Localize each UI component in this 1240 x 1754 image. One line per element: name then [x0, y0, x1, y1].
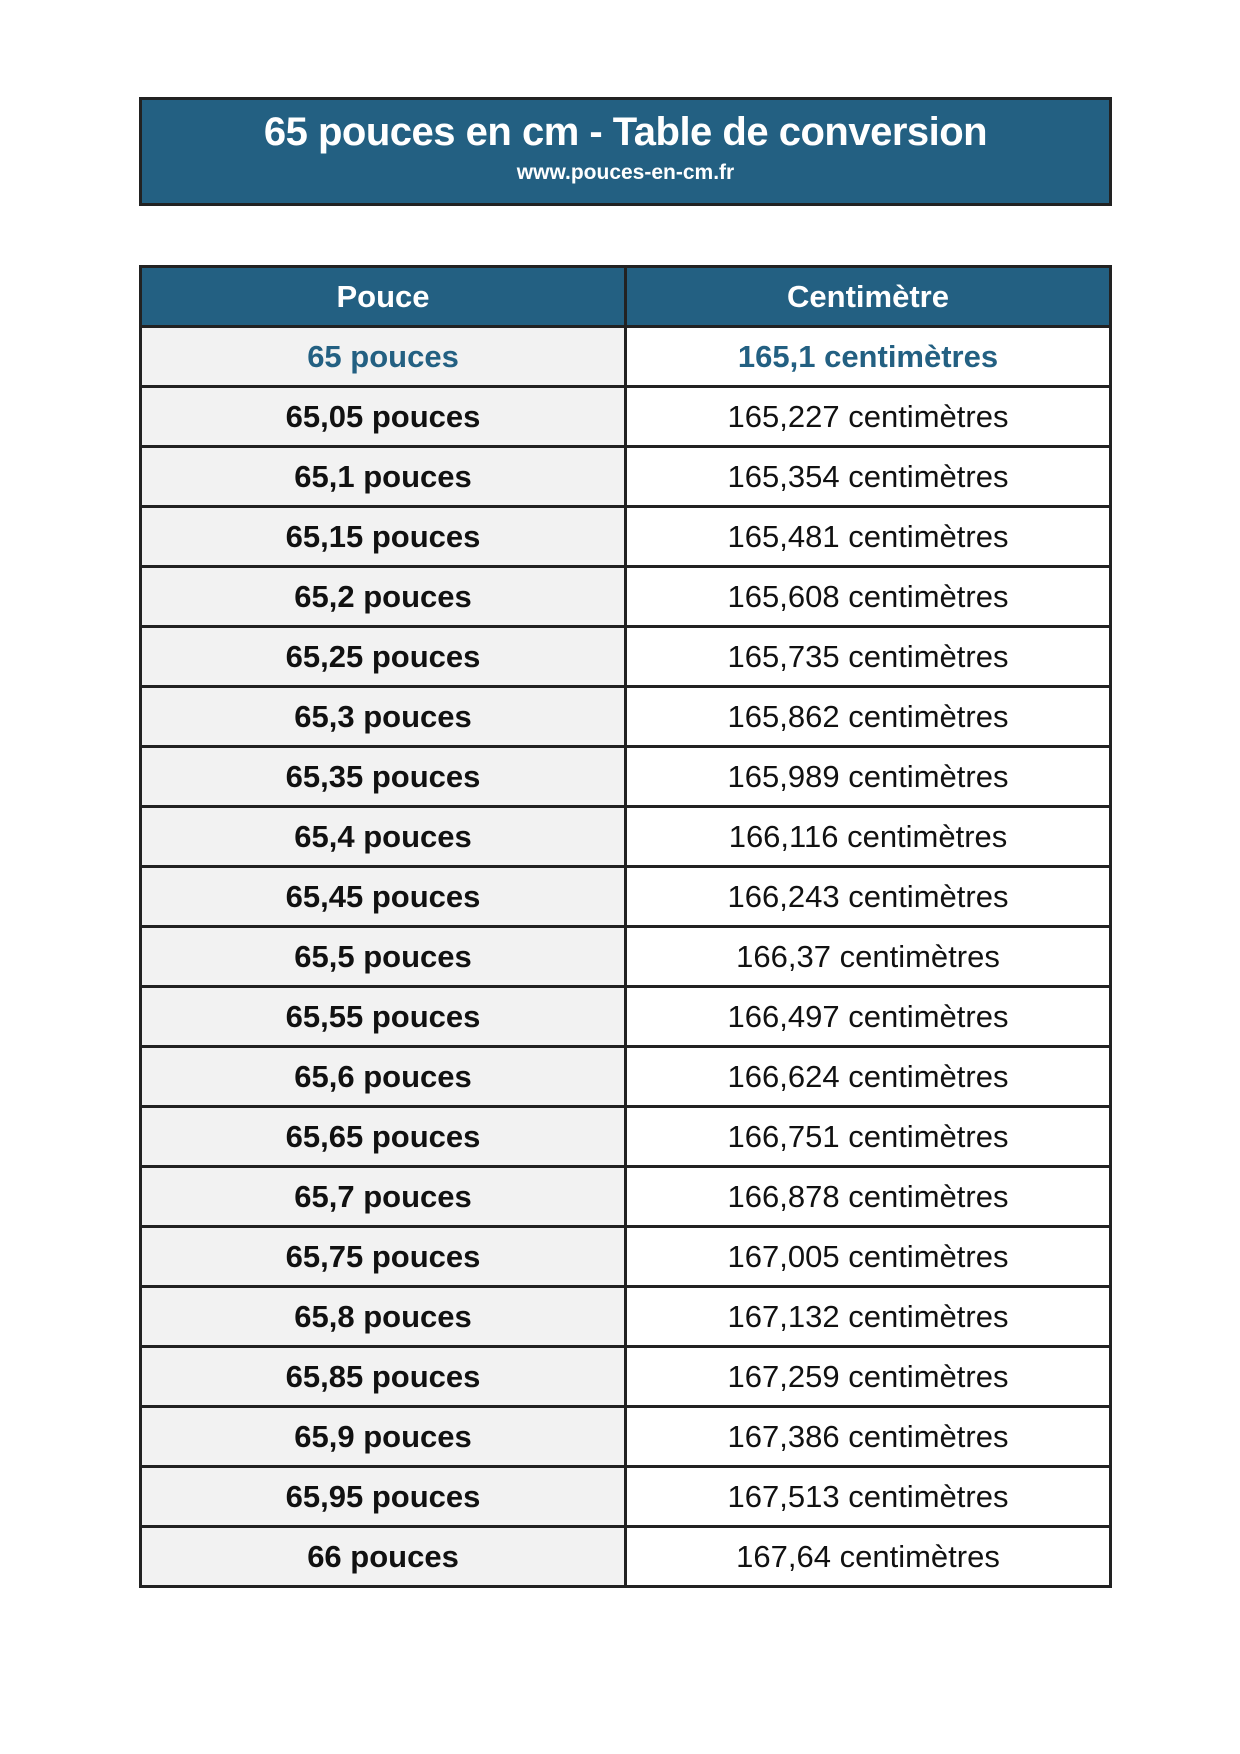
- table-row: 65,55 pouces 166,497 centimètres: [139, 985, 1112, 1048]
- column-header-centimetre: Centimètre: [624, 265, 1112, 328]
- inches-cell: 65,65 pouces: [139, 1105, 627, 1168]
- centimeters-cell: 167,259 centimètres: [624, 1345, 1112, 1408]
- inches-cell: 65,05 pouces: [139, 385, 627, 448]
- table-row: 65,5 pouces 166,37 centimètres: [139, 925, 1112, 988]
- inches-cell: 65,6 pouces: [139, 1045, 627, 1108]
- inches-cell: 65,8 pouces: [139, 1285, 627, 1348]
- centimeters-cell: 167,513 centimètres: [624, 1465, 1112, 1528]
- centimeters-cell: 165,481 centimètres: [624, 505, 1112, 568]
- table-row: 65,95 pouces 167,513 centimètres: [139, 1465, 1112, 1528]
- inches-cell: 65,95 pouces: [139, 1465, 627, 1528]
- conversion-table: Pouce Centimètre 65 pouces 165,1 centimèt…: [139, 265, 1112, 1588]
- centimeters-cell: 166,751 centimètres: [624, 1105, 1112, 1168]
- centimeters-cell: 166,624 centimètres: [624, 1045, 1112, 1108]
- table-row: 65,35 pouces 165,989 centimètres: [139, 745, 1112, 808]
- centimeters-cell: 165,862 centimètres: [624, 685, 1112, 748]
- inches-cell: 66 pouces: [139, 1525, 627, 1588]
- inches-cell: 65,35 pouces: [139, 745, 627, 808]
- title-banner: 65 pouces en cm - Table de conversion ww…: [139, 97, 1112, 206]
- table-row: 65,1 pouces 165,354 centimètres: [139, 445, 1112, 508]
- inches-cell: 65,4 pouces: [139, 805, 627, 868]
- inches-cell: 65,2 pouces: [139, 565, 627, 628]
- inches-cell: 65,45 pouces: [139, 865, 627, 928]
- inches-cell: 65,55 pouces: [139, 985, 627, 1048]
- table-row: 65,3 pouces 165,862 centimètres: [139, 685, 1112, 748]
- inches-cell: 65,15 pouces: [139, 505, 627, 568]
- centimeters-cell: 165,1 centimètres: [624, 325, 1112, 388]
- centimeters-cell: 166,243 centimètres: [624, 865, 1112, 928]
- centimeters-cell: 167,132 centimètres: [624, 1285, 1112, 1348]
- inches-cell: 65,75 pouces: [139, 1225, 627, 1288]
- centimeters-cell: 165,608 centimètres: [624, 565, 1112, 628]
- inches-cell: 65,5 pouces: [139, 925, 627, 988]
- table-row: 65,65 pouces 166,751 centimètres: [139, 1105, 1112, 1168]
- table-header-row: Pouce Centimètre: [139, 265, 1112, 328]
- inches-cell: 65,25 pouces: [139, 625, 627, 688]
- table-row: 65,9 pouces 167,386 centimètres: [139, 1405, 1112, 1468]
- centimeters-cell: 165,989 centimètres: [624, 745, 1112, 808]
- table-row: 65,25 pouces 165,735 centimètres: [139, 625, 1112, 688]
- table-row: 65,75 pouces 167,005 centimètres: [139, 1225, 1112, 1288]
- table-row: 65,7 pouces 166,878 centimètres: [139, 1165, 1112, 1228]
- table-row: 65,2 pouces 165,608 centimètres: [139, 565, 1112, 628]
- centimeters-cell: 167,005 centimètres: [624, 1225, 1112, 1288]
- table-row: 65,05 pouces 165,227 centimètres: [139, 385, 1112, 448]
- table-row: 65,6 pouces 166,624 centimètres: [139, 1045, 1112, 1108]
- centimeters-cell: 166,37 centimètres: [624, 925, 1112, 988]
- table-row: 65,4 pouces 166,116 centimètres: [139, 805, 1112, 868]
- inches-cell: 65,1 pouces: [139, 445, 627, 508]
- table-row: 66 pouces 167,64 centimètres: [139, 1525, 1112, 1588]
- inches-cell: 65,85 pouces: [139, 1345, 627, 1408]
- centimeters-cell: 166,116 centimètres: [624, 805, 1112, 868]
- centimeters-cell: 166,497 centimètres: [624, 985, 1112, 1048]
- inches-cell: 65 pouces: [139, 325, 627, 388]
- centimeters-cell: 167,386 centimètres: [624, 1405, 1112, 1468]
- inches-cell: 65,3 pouces: [139, 685, 627, 748]
- centimeters-cell: 166,878 centimètres: [624, 1165, 1112, 1228]
- table-row: 65,15 pouces 165,481 centimètres: [139, 505, 1112, 568]
- table-row: 65,85 pouces 167,259 centimètres: [139, 1345, 1112, 1408]
- column-header-pouce: Pouce: [139, 265, 627, 328]
- page-title: 65 pouces en cm - Table de conversion: [263, 110, 988, 154]
- centimeters-cell: 165,354 centimètres: [624, 445, 1112, 508]
- site-url: www.pouces-en-cm.fr: [516, 161, 735, 184]
- table-row: 65,8 pouces 167,132 centimètres: [139, 1285, 1112, 1348]
- table-row: 65,45 pouces 166,243 centimètres: [139, 865, 1112, 928]
- table-row-highlighted: 65 pouces 165,1 centimètres: [139, 325, 1112, 388]
- centimeters-cell: 167,64 centimètres: [624, 1525, 1112, 1588]
- centimeters-cell: 165,735 centimètres: [624, 625, 1112, 688]
- centimeters-cell: 165,227 centimètres: [624, 385, 1112, 448]
- inches-cell: 65,7 pouces: [139, 1165, 627, 1228]
- inches-cell: 65,9 pouces: [139, 1405, 627, 1468]
